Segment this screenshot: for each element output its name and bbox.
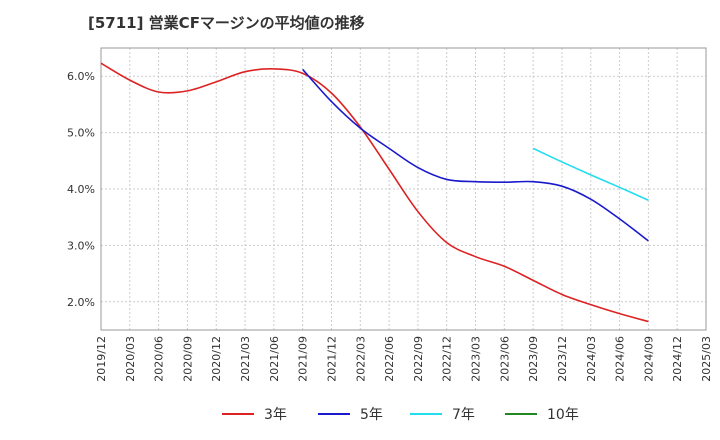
x-tick-label: 2021/06	[268, 336, 281, 382]
x-tick-label: 2023/09	[527, 336, 540, 382]
x-tick-label: 2023/03	[470, 336, 483, 382]
legend-label: 7年	[452, 407, 475, 423]
x-tick-label: 2023/12	[556, 336, 569, 382]
x-tick-label: 2021/12	[325, 336, 338, 382]
x-tick-label: 2020/03	[124, 336, 137, 382]
legend-label: 10年	[547, 407, 579, 423]
y-tick-label: 5.0%	[67, 127, 95, 140]
series-line-1	[302, 68, 649, 242]
x-tick-label: 2024/06	[614, 336, 627, 382]
y-tick-label: 6.0%	[67, 70, 95, 83]
x-tick-label: 2025/03	[700, 336, 713, 382]
series-line-0	[100, 62, 649, 323]
x-tick-label: 2020/06	[153, 336, 166, 382]
series-line-2	[532, 147, 649, 202]
y-tick-label: 2.0%	[67, 296, 95, 309]
x-tick-label: 2022/12	[441, 336, 454, 382]
x-tick-label: 2024/09	[642, 336, 655, 382]
x-tick-label: 2022/03	[354, 336, 367, 382]
x-tick-label: 2024/12	[671, 336, 684, 382]
y-tick-label: 3.0%	[67, 239, 95, 252]
plot-frame	[100, 47, 707, 331]
x-tick-label: 2023/06	[498, 336, 511, 382]
x-tick-label: 2019/12	[95, 336, 108, 382]
x-tick-label: 2022/09	[412, 336, 425, 382]
x-tick-label: 2020/09	[181, 336, 194, 382]
x-tick-label: 2024/03	[585, 336, 598, 382]
chart-title: [5711] 営業CFマージンの平均値の推移	[88, 14, 365, 32]
x-tick-label: 2021/03	[239, 336, 252, 382]
x-tick-label: 2022/06	[383, 336, 396, 382]
x-tick-label: 2021/09	[297, 336, 310, 382]
y-tick-label: 4.0%	[67, 183, 95, 196]
legend-label: 5年	[360, 407, 383, 423]
legend-label: 3年	[264, 407, 287, 423]
x-tick-label: 2020/12	[210, 336, 223, 382]
